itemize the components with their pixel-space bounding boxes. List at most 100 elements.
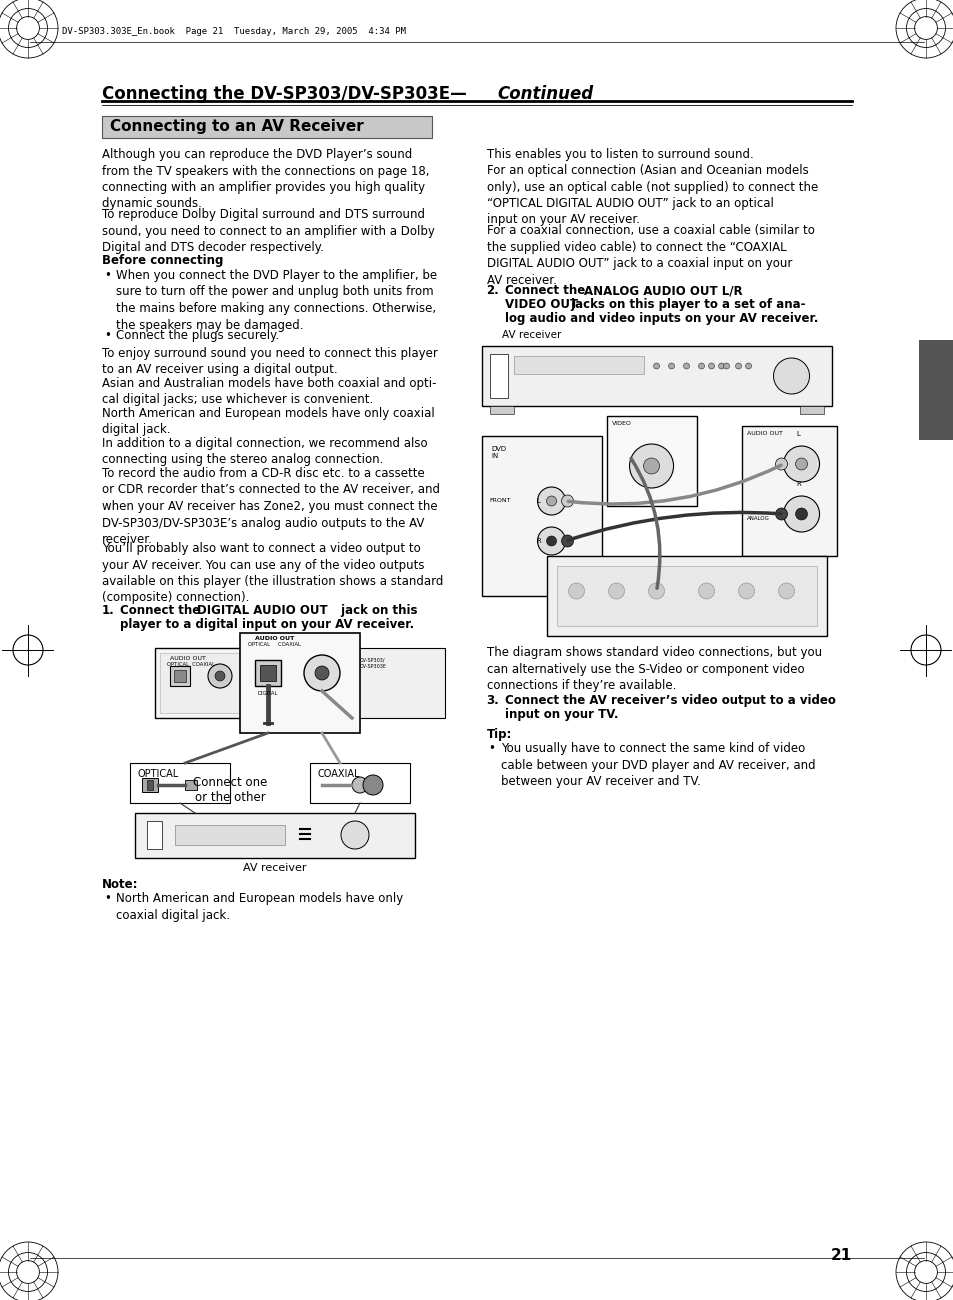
Circle shape xyxy=(648,582,664,599)
Text: To enjoy surround sound you need to connect this player
to an AV receiver using : To enjoy surround sound you need to conn… xyxy=(102,347,437,377)
Circle shape xyxy=(698,363,704,369)
Text: Continued: Continued xyxy=(497,84,593,103)
Text: Note:: Note: xyxy=(102,878,138,891)
Text: Connect the plugs securely.: Connect the plugs securely. xyxy=(116,329,279,342)
Text: Connect the AV receiver’s video output to a video: Connect the AV receiver’s video output t… xyxy=(504,694,835,707)
Circle shape xyxy=(744,363,751,369)
Bar xyxy=(173,670,186,682)
Text: •: • xyxy=(488,742,495,755)
Text: AV receiver: AV receiver xyxy=(243,863,307,874)
Text: DV-SP303E: DV-SP303E xyxy=(359,664,387,670)
Bar xyxy=(102,116,432,138)
Circle shape xyxy=(608,582,624,599)
Bar xyxy=(142,777,158,792)
Circle shape xyxy=(782,497,819,532)
Circle shape xyxy=(214,671,225,681)
Text: jack on this: jack on this xyxy=(336,604,417,617)
Text: 21: 21 xyxy=(830,1248,851,1262)
Bar xyxy=(310,763,410,803)
Circle shape xyxy=(775,458,787,471)
Bar xyxy=(513,356,643,374)
Bar xyxy=(918,341,953,439)
Circle shape xyxy=(340,822,369,849)
Text: player to a digital input on your AV receiver.: player to a digital input on your AV rec… xyxy=(120,618,414,630)
Circle shape xyxy=(561,495,573,507)
Text: For an optical connection (Asian and Oceanian models
only), use an optical cable: For an optical connection (Asian and Oce… xyxy=(486,164,817,226)
Text: R: R xyxy=(796,481,801,488)
Bar xyxy=(489,406,513,413)
Text: 3.: 3. xyxy=(486,694,498,707)
Circle shape xyxy=(208,664,232,688)
Circle shape xyxy=(568,582,584,599)
Text: Connect the: Connect the xyxy=(504,283,588,296)
Bar xyxy=(606,416,696,506)
Circle shape xyxy=(561,536,573,547)
Text: Connect one
or the other: Connect one or the other xyxy=(193,776,267,803)
Circle shape xyxy=(537,488,565,515)
Text: FRONT: FRONT xyxy=(489,498,511,503)
Text: •: • xyxy=(104,892,111,905)
Text: L: L xyxy=(796,432,800,437)
Text: For a coaxial connection, use a coaxial cable (similar to
the supplied video cab: For a coaxial connection, use a coaxial … xyxy=(486,224,814,286)
Bar xyxy=(154,647,355,718)
Text: L: L xyxy=(536,498,539,504)
Bar xyxy=(147,780,152,790)
Text: 1.: 1. xyxy=(102,604,114,617)
Circle shape xyxy=(708,363,714,369)
Text: DIGITAL: DIGITAL xyxy=(257,692,278,696)
Bar xyxy=(147,822,162,849)
Circle shape xyxy=(722,363,729,369)
Text: DVD
IN: DVD IN xyxy=(491,446,506,459)
Bar xyxy=(799,406,822,413)
Circle shape xyxy=(738,582,754,599)
Text: COAXIAL: COAXIAL xyxy=(317,770,360,779)
Circle shape xyxy=(363,775,382,796)
Text: You usually have to connect the same kind of video
cable between your DVD player: You usually have to connect the same kin… xyxy=(500,742,814,788)
Circle shape xyxy=(537,526,565,555)
Bar xyxy=(174,826,285,845)
Bar xyxy=(160,653,350,712)
Text: OPTICAL     COAXIAL: OPTICAL COAXIAL xyxy=(248,642,300,647)
Text: R: R xyxy=(536,538,540,543)
Text: Connecting the DV-SP303/DV-SP303E—: Connecting the DV-SP303/DV-SP303E— xyxy=(102,84,466,103)
Bar xyxy=(135,812,415,858)
Bar xyxy=(130,763,230,803)
Text: VIDEO: VIDEO xyxy=(611,421,631,426)
Text: Although you can reproduce the DVD Player’s sound
from the TV speakers with the : Although you can reproduce the DVD Playe… xyxy=(102,148,429,211)
Text: To record the audio from a CD-R disc etc. to a cassette
or CDR recorder that’s c: To record the audio from a CD-R disc etc… xyxy=(102,467,439,546)
Bar xyxy=(170,666,190,686)
Text: Connecting to an AV Receiver: Connecting to an AV Receiver xyxy=(110,120,363,134)
Text: Connect the: Connect the xyxy=(120,604,204,617)
Bar xyxy=(481,436,601,595)
Text: AUDIO OUT: AUDIO OUT xyxy=(170,656,206,660)
Text: Before connecting: Before connecting xyxy=(102,254,223,266)
Text: •: • xyxy=(104,269,111,282)
Bar xyxy=(185,780,196,790)
Text: ANALOG AUDIO OUT L/R: ANALOG AUDIO OUT L/R xyxy=(583,283,741,296)
Text: ANALOG: ANALOG xyxy=(746,516,769,521)
Circle shape xyxy=(668,363,674,369)
Bar xyxy=(489,354,507,398)
Text: •: • xyxy=(104,329,111,342)
Text: Tip:: Tip: xyxy=(486,728,512,741)
Text: You’ll probably also want to connect a video output to
your AV receiver. You can: You’ll probably also want to connect a v… xyxy=(102,542,443,605)
Text: VIDEO OUT: VIDEO OUT xyxy=(504,298,578,311)
Bar xyxy=(254,660,281,686)
Circle shape xyxy=(314,666,329,680)
Circle shape xyxy=(304,655,339,692)
Circle shape xyxy=(718,363,723,369)
Text: This enables you to listen to surround sound.: This enables you to listen to surround s… xyxy=(486,148,753,161)
Text: jacks on this player to a set of ana-: jacks on this player to a set of ana- xyxy=(566,298,804,311)
Text: The diagram shows standard video connections, but you
can alternatively use the : The diagram shows standard video connect… xyxy=(486,646,821,692)
Text: DV-SP303.303E_En.book  Page 21  Tuesday, March 29, 2005  4:34 PM: DV-SP303.303E_En.book Page 21 Tuesday, M… xyxy=(62,27,406,36)
Circle shape xyxy=(735,363,740,369)
Circle shape xyxy=(352,777,368,793)
Circle shape xyxy=(795,508,806,520)
Text: AUDIO OUT: AUDIO OUT xyxy=(254,636,294,641)
Bar xyxy=(740,426,836,556)
Text: AV receiver: AV receiver xyxy=(501,330,560,341)
Text: North American and European models have only
coaxial digital jack.: North American and European models have … xyxy=(116,892,403,922)
Circle shape xyxy=(629,445,673,488)
Circle shape xyxy=(773,358,809,394)
Text: log audio and video inputs on your AV receiver.: log audio and video inputs on your AV re… xyxy=(504,312,817,325)
